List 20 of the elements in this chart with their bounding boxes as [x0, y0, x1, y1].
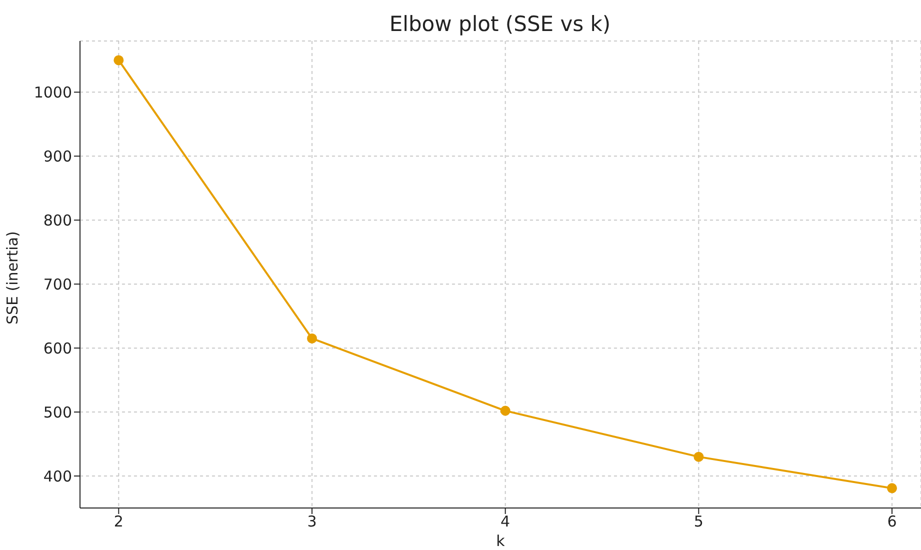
- point: [114, 55, 124, 66]
- y-tick-label: 700: [43, 275, 72, 294]
- point: [694, 452, 704, 462]
- y-tick-label: 900: [43, 147, 72, 166]
- y-tick-label: 800: [43, 211, 72, 230]
- y-tick-label: 400: [43, 467, 72, 486]
- x-tick-label: 3: [307, 512, 317, 531]
- x-axis-title: k: [496, 532, 506, 550]
- y-tick-label: 600: [43, 339, 72, 358]
- x-tick-label: 4: [500, 512, 510, 531]
- y-tick-label: 1000: [34, 84, 72, 102]
- point: [307, 333, 317, 344]
- x-tick-label: 6: [887, 512, 897, 531]
- x-tick-label: 2: [114, 512, 124, 531]
- point: [887, 483, 897, 494]
- chart-title: Elbow plot (SSE vs k): [388, 12, 612, 36]
- x-tick-label: 5: [694, 512, 704, 531]
- point: [500, 406, 510, 416]
- y-axis-title: SSE (inertia): [3, 231, 22, 324]
- y-tick-label: 500: [43, 403, 72, 422]
